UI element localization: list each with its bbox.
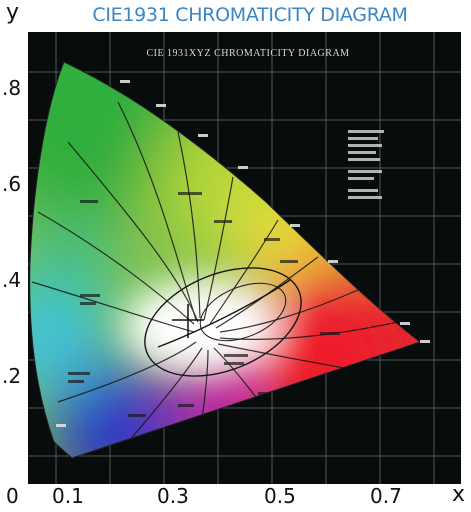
chromaticity-plot: CIE 1931XYZ CHROMATICITY DIAGRAM [28, 32, 461, 484]
y-tick-label: .4 [2, 268, 22, 292]
wavelength-marks [56, 80, 430, 427]
y-tick-label: .8 [2, 76, 22, 100]
chromaticity-diagram-graphic: CIE 1931XYZ CHROMATICITY DIAGRAM [28, 32, 461, 484]
region-boundaries [31, 101, 399, 453]
white-region-outline [144, 267, 302, 377]
x-axis-label: x [452, 482, 466, 507]
y-tick-label: .2 [2, 364, 22, 388]
x-tick-label: 0.7 [370, 484, 402, 508]
planckian-locus [157, 279, 291, 348]
y-tick-label: .6 [2, 172, 22, 196]
x-tick-label: 0.1 [52, 484, 84, 508]
spectral-locus-fill [29, 62, 420, 458]
white-point-crosshair [172, 304, 204, 338]
y-axis-label: y [6, 0, 20, 25]
legend-notes [348, 130, 384, 199]
x-tick-label: 0.5 [264, 484, 296, 508]
x-tick-label: 0.3 [157, 484, 189, 508]
x-tick-label: 0 [6, 484, 19, 508]
inner-diagram-title: CIE 1931XYZ CHROMATICITY DIAGRAM [146, 48, 349, 59]
diagram-title: CIE1931 CHROMATICITY DIAGRAM [92, 4, 408, 26]
